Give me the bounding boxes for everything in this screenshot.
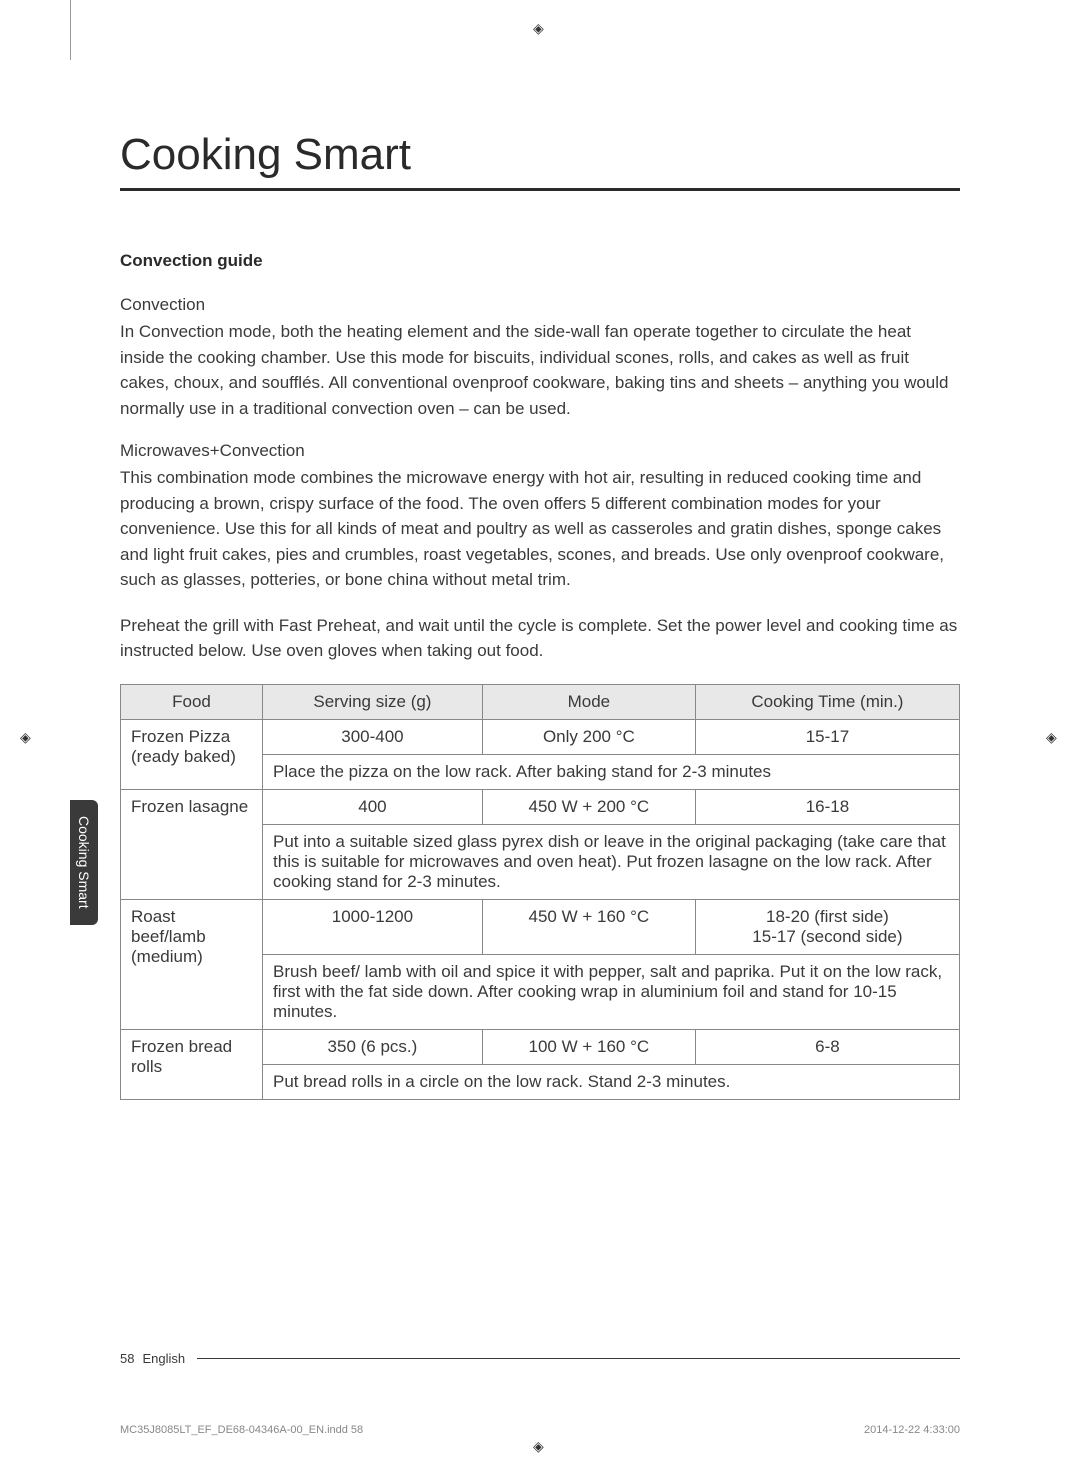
section-heading: Convection guide xyxy=(120,251,960,271)
cell-food: Frozen lasagne xyxy=(121,789,263,899)
table-header-row: Food Serving size (g) Mode Cooking Time … xyxy=(121,684,960,719)
cell-note: Put bread rolls in a circle on the low r… xyxy=(263,1064,960,1099)
microconv-text: This combination mode combines the micro… xyxy=(120,465,960,593)
microconv-title: Microwaves+Convection xyxy=(120,441,960,461)
cell-food: Roast beef/lamb (medium) xyxy=(121,899,263,1029)
page-title: Cooking Smart xyxy=(120,130,960,180)
print-filename: MC35J8085LT_EF_DE68-04346A-00_EN.indd 58 xyxy=(120,1424,363,1436)
table-row: Frozen lasagne400450 W + 200 °C16-18 xyxy=(121,789,960,824)
cell-time: 6-8 xyxy=(695,1029,959,1064)
page-number: 58 xyxy=(120,1351,134,1366)
cell-time: 18-20 (first side) 15-17 (second side) xyxy=(695,899,959,954)
cooking-table: Food Serving size (g) Mode Cooking Time … xyxy=(120,684,960,1100)
th-mode: Mode xyxy=(482,684,695,719)
table-row: Roast beef/lamb (medium)1000-1200450 W +… xyxy=(121,899,960,954)
cell-note: Place the pizza on the low rack. After b… xyxy=(263,754,960,789)
th-food: Food xyxy=(121,684,263,719)
cell-serving: 300-400 xyxy=(263,719,483,754)
page-lang: English xyxy=(142,1351,185,1366)
cell-serving: 400 xyxy=(263,789,483,824)
cell-mode: 450 W + 200 °C xyxy=(482,789,695,824)
page-content: Cooking Smart Convection guide Convectio… xyxy=(0,0,1080,1476)
page-footer: 58 English xyxy=(120,1351,960,1366)
th-serving: Serving size (g) xyxy=(263,684,483,719)
cell-food: Frozen bread rolls xyxy=(121,1029,263,1099)
cell-time: 15-17 xyxy=(695,719,959,754)
cell-mode: Only 200 °C xyxy=(482,719,695,754)
preheat-text: Preheat the grill with Fast Preheat, and… xyxy=(120,613,960,664)
convection-text: In Convection mode, both the heating ele… xyxy=(120,319,960,421)
title-divider xyxy=(120,188,960,191)
cell-note: Put into a suitable sized glass pyrex di… xyxy=(263,824,960,899)
table-row: Frozen bread rolls350 (6 pcs.)100 W + 16… xyxy=(121,1029,960,1064)
cell-time: 16-18 xyxy=(695,789,959,824)
print-footer: MC35J8085LT_EF_DE68-04346A-00_EN.indd 58… xyxy=(120,1424,960,1436)
cell-mode: 100 W + 160 °C xyxy=(482,1029,695,1064)
cell-mode: 450 W + 160 °C xyxy=(482,899,695,954)
footer-line xyxy=(197,1358,960,1359)
print-datetime: 2014-12-22 4:33:00 xyxy=(864,1424,960,1436)
th-time: Cooking Time (min.) xyxy=(695,684,959,719)
cell-serving: 350 (6 pcs.) xyxy=(263,1029,483,1064)
table-row: Frozen Pizza (ready baked)300-400Only 20… xyxy=(121,719,960,754)
cell-serving: 1000-1200 xyxy=(263,899,483,954)
cell-note: Brush beef/ lamb with oil and spice it w… xyxy=(263,954,960,1029)
cell-food: Frozen Pizza (ready baked) xyxy=(121,719,263,789)
convection-title: Convection xyxy=(120,295,960,315)
